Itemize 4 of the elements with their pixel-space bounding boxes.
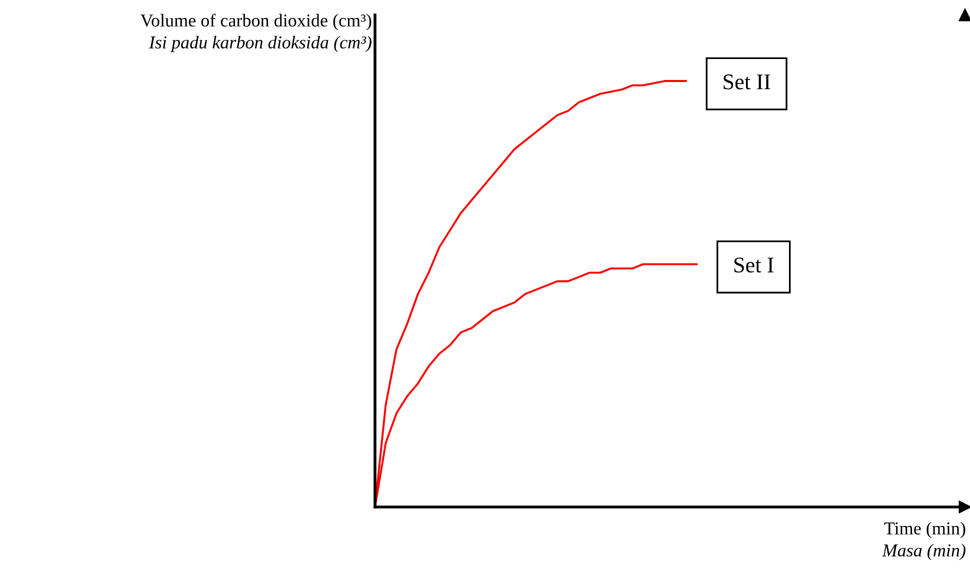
x-axis-title: Time (min) Masa (min) <box>882 522 966 560</box>
series-label: Set II <box>724 74 770 90</box>
series-label: Set I <box>734 258 774 273</box>
y-axis-title: Volume of carbon dioxide (cm³) Isi padu karbon dioksida (cm³) <box>140 14 372 52</box>
